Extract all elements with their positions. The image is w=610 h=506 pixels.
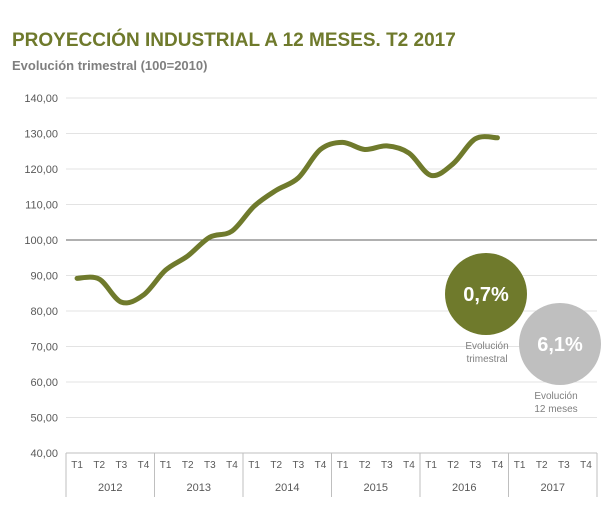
y-tick-label: 60,00 xyxy=(30,377,58,389)
x-tick-quarter: T4 xyxy=(403,460,415,471)
x-tick-quarter: T4 xyxy=(226,460,238,471)
x-tick-quarter: T1 xyxy=(425,460,437,471)
x-tick-year: 2012 xyxy=(98,482,122,494)
series-group xyxy=(74,134,500,306)
bubble-caption: 12 meses xyxy=(534,404,577,415)
x-tick-quarter: T3 xyxy=(115,460,127,471)
bubble-caption: trimestral xyxy=(466,354,507,365)
x-tick-quarter: T3 xyxy=(469,460,481,471)
x-tick-quarter: T1 xyxy=(160,460,172,471)
x-tick-year: 2016 xyxy=(452,482,476,494)
x-tick-quarter: T1 xyxy=(337,460,349,471)
y-tick-label: 110,00 xyxy=(25,200,58,212)
y-tick-label: 120,00 xyxy=(24,164,58,176)
grid-lines xyxy=(66,97,597,454)
x-tick-quarter: T4 xyxy=(492,460,504,471)
chart-title: PROYECCIÓN INDUSTRIAL A 12 MESES. T2 201… xyxy=(12,30,456,51)
x-tick-quarter: T1 xyxy=(514,460,526,471)
x-tick-quarter: T3 xyxy=(381,460,393,471)
y-tick-label: 80,00 xyxy=(30,306,58,318)
y-tick-label: 70,00 xyxy=(30,342,58,354)
x-tick-quarter: T2 xyxy=(359,460,371,471)
x-tick-year: 2014 xyxy=(275,482,299,494)
bubbles-group: 0,7% Evolución trimestral 6,1% Evolución 12 m… xyxy=(445,253,601,415)
x-tick-year: 2015 xyxy=(364,482,388,494)
indicator-bubble xyxy=(445,253,527,335)
y-tick-label: 140,00 xyxy=(24,93,58,105)
y-tick-label: 90,00 xyxy=(30,271,58,283)
x-tick-quarter: T2 xyxy=(93,460,105,471)
series-line xyxy=(74,134,500,306)
x-tick-quarter: T2 xyxy=(182,460,194,471)
bubble-caption: Evolución xyxy=(465,341,508,352)
y-tick-label: 130,00 xyxy=(24,129,58,141)
x-axis: T1 T2 T3 T4 T1 T2 T3 T4 T1 T2 T3 T4 T1 T2 T3 T4 T1 T2 T3 T4… xyxy=(65,452,598,497)
bubble-value: 6,1% xyxy=(537,334,583,356)
y-axis-labels: 40,00 50,00 60,00 70,00 80,00 90,00 100,00 110,… xyxy=(24,93,58,460)
x-tick-quarter: T2 xyxy=(270,460,282,471)
y-tick-label: 40,00 xyxy=(30,448,58,460)
x-tick-year: 2017 xyxy=(541,482,565,494)
chart-subtitle: Evolución trimestral (100=2010) xyxy=(12,58,208,73)
x-tick-quarter: T1 xyxy=(71,460,83,471)
x-tick-quarter: T2 xyxy=(447,460,459,471)
x-tick-quarter: T1 xyxy=(248,460,260,471)
x-tick-quarter: T2 xyxy=(536,460,548,471)
bubble-caption: Evolución xyxy=(534,391,577,402)
bubble-value: 0,7% xyxy=(463,284,509,306)
x-tick-year: 2013 xyxy=(187,482,211,494)
x-tick-quarter: T3 xyxy=(204,460,216,471)
x-tick-quarter: T3 xyxy=(558,460,570,471)
x-tick-quarter: T3 xyxy=(292,460,304,471)
x-tick-quarter: T4 xyxy=(315,460,327,471)
x-tick-quarter: T4 xyxy=(138,460,150,471)
y-tick-label: 50,00 xyxy=(30,413,58,425)
y-tick-label: 100,00 xyxy=(24,235,58,247)
indicator-bubble xyxy=(519,303,601,385)
x-tick-quarter: T4 xyxy=(580,460,592,471)
